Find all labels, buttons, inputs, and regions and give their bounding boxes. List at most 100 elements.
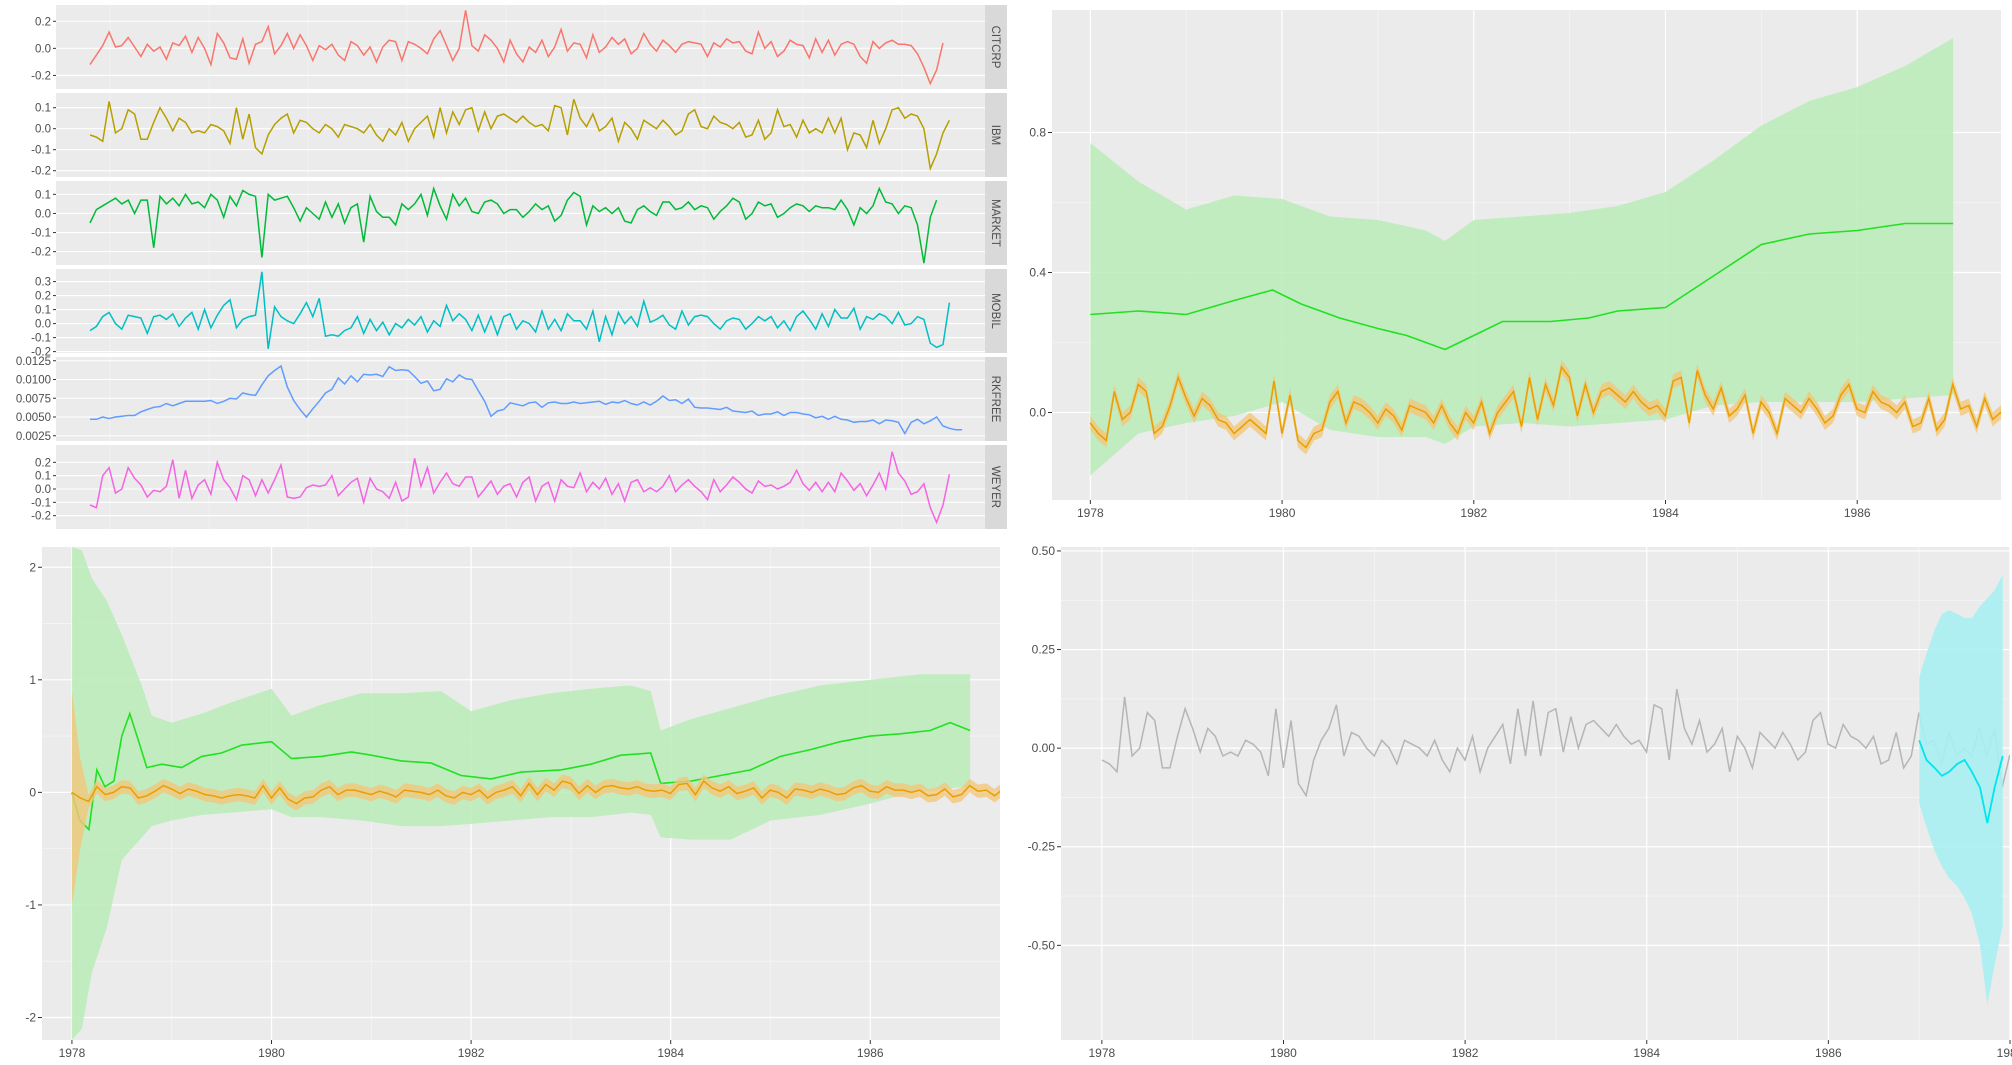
facet-panel-bg bbox=[56, 93, 985, 177]
y-tick-label: 2 bbox=[29, 560, 36, 574]
forecast-interval-band bbox=[1919, 574, 2003, 1005]
x-tick-label: 1986 bbox=[1844, 506, 1871, 520]
x-tick-label: 1984 bbox=[657, 1046, 684, 1060]
facet-strip-label: MARKET bbox=[989, 199, 1001, 247]
y-tick-label: 0.0 bbox=[35, 484, 51, 496]
y-tick-label: 1 bbox=[29, 673, 36, 687]
facet-ibm: 0.1 0.0 -0.1 -0.2 IBM bbox=[31, 93, 1007, 178]
y-tick-label: 0.50 bbox=[1032, 544, 1056, 558]
x-tick-label: 1986 bbox=[1815, 1046, 1842, 1060]
y-tick-label: -2 bbox=[25, 1010, 36, 1024]
forecast-chart: 1978 1980 1982 1984 1986 1988 0.50 0.25 0.00 -0.2… bbox=[1028, 544, 2012, 1060]
y-tick-label: -0.2 bbox=[31, 247, 51, 259]
x-tick-label: 1984 bbox=[1633, 1046, 1660, 1060]
beta-confidence-band bbox=[1090, 38, 1954, 476]
facet-citcrp: 0.2 0.0 -0.2 CITCRP bbox=[31, 5, 1007, 89]
y-tick-label: 0.0075 bbox=[16, 393, 51, 405]
y-tick-label: 0.1 bbox=[35, 305, 51, 317]
beta-mean-line bbox=[71, 711, 971, 832]
facet-panel-bg bbox=[56, 357, 985, 441]
y-tick-label: 0.25 bbox=[1032, 643, 1056, 657]
facet-strip bbox=[985, 181, 1007, 265]
facet-strip bbox=[985, 357, 1007, 441]
plot-panel-bg bbox=[1061, 547, 2010, 1040]
beta-estimate-chart: 1978 1980 1982 1984 1986 0.0 0.4 0.8 bbox=[1029, 10, 2001, 520]
y-tick-label: -0.1 bbox=[31, 497, 51, 509]
series-line-weyer bbox=[89, 451, 951, 525]
facet-weyer: 0.2 0.10.0-0.1 -0.2 WEYER bbox=[31, 445, 1007, 529]
faceted-returns-chart: 0.20.0-0.2CITCRP0.10.0-0.1-0.2IBM0.10.0-… bbox=[16, 5, 1007, 529]
y-tick-label: -0.2 bbox=[31, 166, 51, 178]
x-tick-label: 1980 bbox=[1269, 506, 1296, 520]
beta-mean-line bbox=[1090, 222, 1954, 351]
y-tick-label: 0.0 bbox=[35, 319, 51, 331]
y-tick-label: -0.25 bbox=[1028, 840, 1056, 854]
y-tick-label: 0.3 bbox=[35, 277, 51, 289]
facet-strip bbox=[985, 445, 1007, 529]
y-tick-label: -0.1 bbox=[31, 228, 51, 240]
y-tick-label: 0.1 bbox=[35, 103, 51, 115]
facet-panel-bg bbox=[56, 181, 985, 265]
fitted-band bbox=[1090, 360, 2001, 455]
facet-panel-bg bbox=[56, 269, 985, 353]
y-tick-label: 0.0 bbox=[1029, 406, 1046, 420]
facet-strip-label: WEYER bbox=[989, 466, 1001, 508]
facet-strip bbox=[985, 269, 1007, 353]
beta-filtered-chart: 1978 1980 1982 1984 1986 2 1 0 -1 -2 bbox=[25, 547, 1000, 1060]
facet-strip bbox=[985, 93, 1007, 177]
y-tick-label: -0.1 bbox=[31, 333, 51, 345]
y-tick-label: 0.1 bbox=[35, 471, 51, 483]
y-tick-label: 0.0 bbox=[35, 43, 51, 55]
x-tick-label: 1982 bbox=[458, 1046, 485, 1060]
y-tick-label: 0.4 bbox=[1029, 266, 1046, 280]
facet-mobil: 0.3 0.2 0.1 0.0 -0.1 -0.2 MOBIL bbox=[31, 269, 1007, 359]
x-tick-label: 1978 bbox=[1077, 506, 1104, 520]
series-line-mobil bbox=[89, 271, 951, 349]
plot-area bbox=[1089, 38, 2001, 476]
x-tick-label: 1986 bbox=[857, 1046, 884, 1060]
y-tick-label: -0.1 bbox=[31, 145, 51, 157]
forecast-mean-line bbox=[1918, 739, 2004, 824]
y-tick-label: 0.2 bbox=[35, 16, 51, 28]
facet-strip-label: CITCRP bbox=[989, 26, 1001, 69]
y-tick-label: 0.2 bbox=[35, 457, 51, 469]
y-tick-label: -0.2 bbox=[31, 347, 51, 359]
y-tick-label: 0.1 bbox=[35, 189, 51, 201]
fitted-band bbox=[71, 691, 1000, 905]
y-tick-label: 0.8 bbox=[1029, 126, 1046, 140]
y-tick-label: 0.00 bbox=[1032, 741, 1056, 755]
x-tick-label: 1984 bbox=[1652, 506, 1679, 520]
facet-market: 0.1 0.0 -0.1 -0.2 MARKET bbox=[31, 181, 1007, 265]
x-tick-label: 1980 bbox=[258, 1046, 285, 1060]
series-line-rkfree bbox=[90, 364, 963, 436]
fitted-line bbox=[71, 779, 1000, 805]
facet-panel-bg bbox=[56, 5, 985, 89]
y-tick-label: 0.0125 bbox=[16, 356, 51, 368]
y-tick-label: 0.0 bbox=[35, 208, 51, 220]
y-tick-label: 0.0 bbox=[35, 124, 51, 136]
y-tick-label: 0.0025 bbox=[16, 431, 51, 443]
plot-area bbox=[71, 547, 1000, 1040]
fitted-line bbox=[1089, 365, 2001, 449]
series-line-market bbox=[89, 186, 938, 264]
y-tick-label: 0.2 bbox=[35, 291, 51, 303]
facet-strip bbox=[985, 5, 1007, 89]
y-tick-label: 0.0100 bbox=[16, 375, 51, 387]
x-tick-label: 1982 bbox=[1460, 506, 1487, 520]
x-tick-label: 1978 bbox=[59, 1046, 86, 1060]
y-tick-label: -0.2 bbox=[31, 511, 51, 523]
series-line-ibm bbox=[89, 99, 951, 172]
plot-area bbox=[1101, 574, 2010, 1005]
y-tick-label: -0.50 bbox=[1028, 938, 1056, 952]
observed-line bbox=[1101, 688, 2010, 798]
facet-strip-label: IBM bbox=[989, 125, 1001, 145]
y-tick-label: -0.2 bbox=[31, 70, 51, 82]
y-tick-label: 0 bbox=[29, 785, 36, 799]
x-tick-label: 1988 bbox=[1997, 1046, 2012, 1060]
y-tick-label: 0.0050 bbox=[16, 412, 51, 424]
x-tick-label: 1980 bbox=[1270, 1046, 1297, 1060]
facet-strip-label: RKFREE bbox=[989, 376, 1001, 423]
facet-rkfree: 0.0125 0.0100 0.0075 0.0050 0.0025 RKFREE bbox=[16, 356, 1007, 443]
y-tick-label: -1 bbox=[25, 898, 36, 912]
x-tick-label: 1982 bbox=[1452, 1046, 1479, 1060]
